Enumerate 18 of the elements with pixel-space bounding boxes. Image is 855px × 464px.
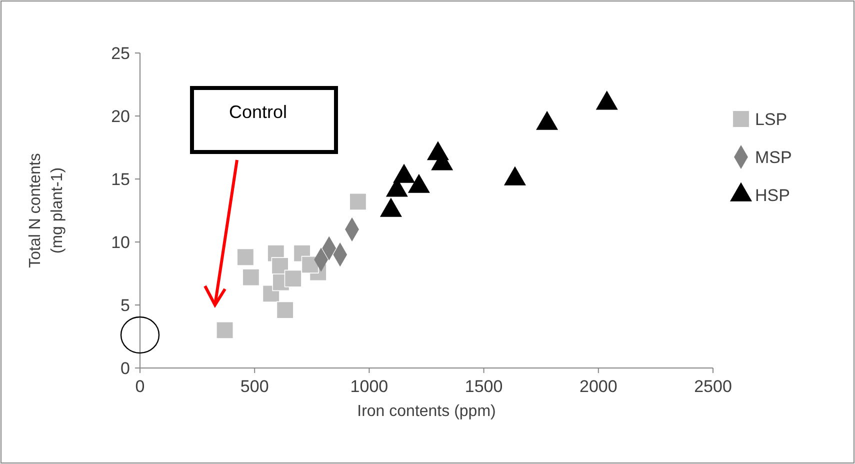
x-tick-label: 2000 bbox=[579, 377, 618, 396]
y-tick-label: 15 bbox=[111, 170, 130, 189]
x-tick-label: 1500 bbox=[464, 377, 503, 396]
annotation: Control bbox=[228, 102, 288, 122]
y-axis-title: Total N contents (mg plant-1) bbox=[27, 153, 66, 268]
y-tick-label: 10 bbox=[111, 233, 130, 252]
y-tick-label: 25 bbox=[111, 44, 130, 63]
y-tick-label: 5 bbox=[120, 296, 130, 315]
x-tick-label: 2500 bbox=[694, 377, 732, 396]
legend-label: MSP bbox=[755, 148, 792, 167]
legend-label: LSP bbox=[755, 110, 788, 129]
y-tick-label: 20 bbox=[111, 107, 130, 126]
y-tick-label: 0 bbox=[120, 359, 130, 378]
x-tick-label: 500 bbox=[240, 377, 269, 396]
x-axis-title: Iron contents (ppm) bbox=[357, 403, 496, 420]
x-tick-label: 1000 bbox=[350, 377, 388, 396]
legend-label: HSP bbox=[755, 186, 790, 205]
x-tick-label: 0 bbox=[135, 377, 145, 396]
